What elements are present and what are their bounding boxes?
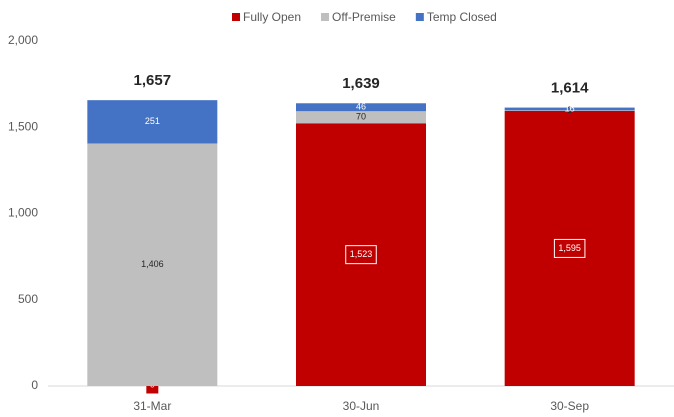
x-tick-label: 30-Jun bbox=[343, 399, 380, 413]
data-label-box bbox=[345, 245, 377, 265]
data-label: 70 bbox=[356, 112, 366, 122]
data-label: 1,523 bbox=[350, 249, 373, 259]
legend-swatch bbox=[232, 13, 240, 21]
data-label: 251 bbox=[145, 116, 160, 126]
bar-segment bbox=[504, 110, 635, 111]
y-tick-label: 500 bbox=[18, 292, 38, 306]
legend-swatch bbox=[415, 13, 424, 21]
y-tick-label: 1,500 bbox=[8, 119, 38, 133]
data-label: 1,406 bbox=[141, 259, 164, 269]
bar-segment bbox=[296, 123, 426, 386]
legend-label: Temp Closed bbox=[427, 10, 497, 24]
legend-swatch bbox=[321, 13, 330, 21]
total-label: 1,639 bbox=[342, 75, 380, 92]
total-label: 1,614 bbox=[551, 80, 589, 97]
bar-segment bbox=[504, 107, 635, 111]
x-tick-label: 31-Mar bbox=[133, 399, 171, 413]
bar-segment bbox=[296, 103, 426, 112]
bar-segment bbox=[87, 100, 218, 144]
bar-segment bbox=[87, 143, 218, 386]
legend-label: Fully Open bbox=[243, 10, 301, 24]
legend-label: Off-Premise bbox=[332, 10, 396, 24]
y-tick-label: 0 bbox=[31, 378, 38, 392]
data-label: 16 bbox=[565, 103, 575, 113]
y-tick-label: 1,000 bbox=[8, 206, 38, 220]
bar-segment bbox=[504, 110, 635, 387]
data-label: 1,595 bbox=[558, 243, 581, 253]
data-label: 46 bbox=[356, 102, 366, 112]
x-tick-label: 30-Sep bbox=[550, 399, 589, 413]
y-tick-label: 2,000 bbox=[8, 33, 38, 47]
bar-segment bbox=[296, 111, 426, 124]
total-label: 1,657 bbox=[134, 72, 172, 89]
data-label-box bbox=[553, 238, 586, 258]
